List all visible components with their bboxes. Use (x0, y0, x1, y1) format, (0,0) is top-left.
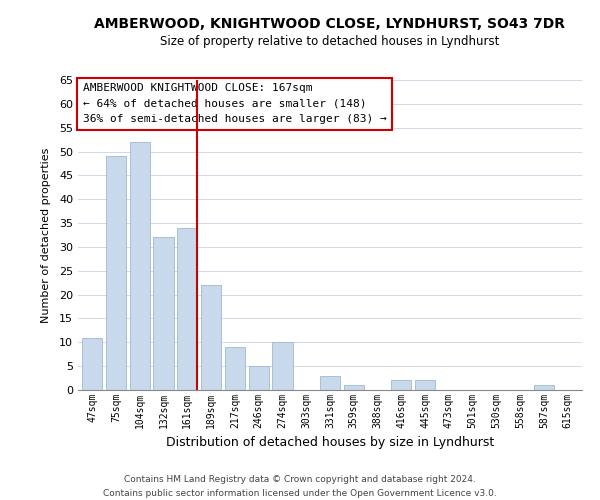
Text: Contains HM Land Registry data © Crown copyright and database right 2024.
Contai: Contains HM Land Registry data © Crown c… (103, 476, 497, 498)
Bar (82, 338, 103, 390)
Bar (225, 347, 245, 390)
Y-axis label: Number of detached properties: Number of detached properties (41, 148, 50, 322)
Bar (130, 142, 150, 390)
Bar (415, 380, 435, 390)
Bar (272, 342, 293, 390)
Text: Size of property relative to detached houses in Lyndhurst: Size of property relative to detached ho… (160, 35, 500, 48)
Bar (534, 385, 554, 390)
Bar (154, 238, 173, 390)
Bar (106, 156, 126, 390)
Text: AMBERWOOD, KNIGHTWOOD CLOSE, LYNDHURST, SO43 7DR: AMBERWOOD, KNIGHTWOOD CLOSE, LYNDHURST, … (95, 18, 566, 32)
Bar (391, 380, 412, 390)
Bar (344, 385, 364, 390)
Bar (320, 376, 340, 390)
Bar (201, 285, 221, 390)
Bar (248, 366, 269, 390)
Text: AMBERWOOD KNIGHTWOOD CLOSE: 167sqm
← 64% of detached houses are smaller (148)
36: AMBERWOOD KNIGHTWOOD CLOSE: 167sqm ← 64%… (83, 83, 387, 124)
X-axis label: Distribution of detached houses by size in Lyndhurst: Distribution of detached houses by size … (166, 436, 494, 450)
Bar (177, 228, 197, 390)
